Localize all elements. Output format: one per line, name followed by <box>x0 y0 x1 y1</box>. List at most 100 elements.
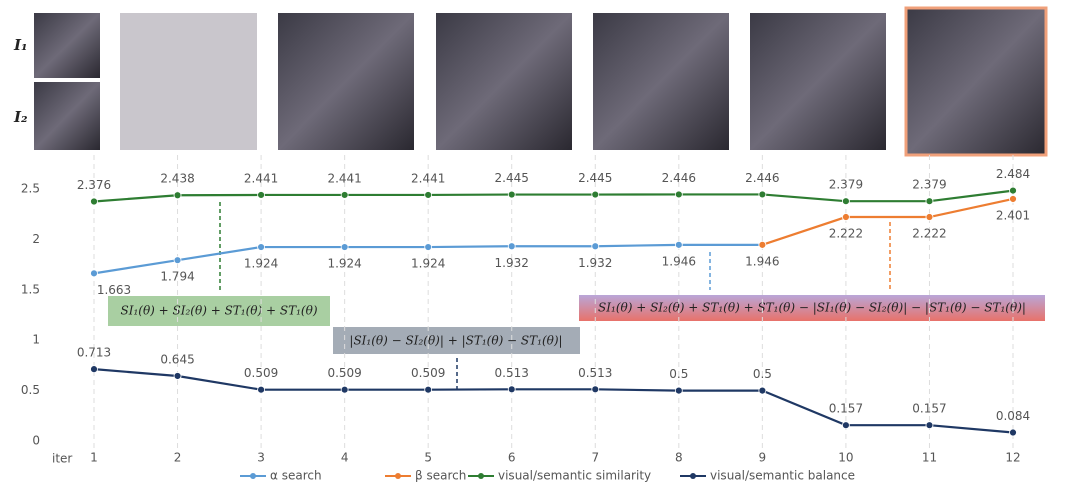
y-tick-label: 0 <box>32 434 40 448</box>
point <box>758 240 767 249</box>
data-label: 1.924 <box>244 257 278 271</box>
point <box>507 242 516 251</box>
image <box>278 13 414 150</box>
point <box>1009 186 1017 195</box>
data-label: 2.222 <box>829 227 863 241</box>
image <box>593 13 729 150</box>
x-tick-label: 11 <box>922 451 937 465</box>
point <box>424 191 433 199</box>
data-label: 2.441 <box>411 171 445 185</box>
point <box>758 190 767 199</box>
data-label: 0.5 <box>669 367 688 381</box>
x-tick-label: 6 <box>508 451 516 465</box>
data-label: 0.157 <box>829 402 863 416</box>
point <box>1009 195 1017 203</box>
x-tick-label: 3 <box>257 451 265 465</box>
data-label: 2.376 <box>77 178 111 192</box>
point <box>90 269 98 278</box>
data-label: 2.401 <box>996 208 1030 222</box>
image-label: I₂ <box>13 108 28 126</box>
data-label: 0.513 <box>578 366 612 380</box>
data-label: 1.946 <box>745 254 779 268</box>
legend-label: α search <box>270 469 322 483</box>
point <box>842 421 850 430</box>
series-line <box>762 197 1014 246</box>
data-label: 1.924 <box>411 257 445 271</box>
data-label: 0.5 <box>753 367 772 381</box>
image <box>120 13 257 150</box>
x-tick-label: 7 <box>591 451 599 465</box>
point <box>257 191 265 199</box>
legend-label: β search <box>415 469 466 483</box>
data-label: 0.084 <box>996 409 1030 423</box>
point <box>1009 428 1017 437</box>
y-tick-label: 1 <box>32 333 40 347</box>
image <box>34 13 100 78</box>
data-label: 0.509 <box>244 366 278 380</box>
data-label: 0.645 <box>160 352 194 366</box>
data-label: 1.946 <box>662 254 696 268</box>
data-label: 1.794 <box>160 270 194 284</box>
annotation: SI₁(θ) + SI₂(θ) + ST₁(θ) + ST₁(θ) <box>120 304 317 318</box>
point <box>674 386 683 395</box>
series-line <box>93 368 1014 434</box>
x-tick-label: 10 <box>838 451 853 465</box>
point <box>90 197 98 206</box>
point <box>173 191 182 200</box>
data-label: 2.446 <box>662 171 696 185</box>
x-tick-label: 8 <box>675 451 683 465</box>
point <box>591 190 600 199</box>
data-label: 2.379 <box>829 178 863 192</box>
point <box>591 242 600 251</box>
point <box>674 240 683 249</box>
point <box>842 213 850 221</box>
point <box>173 372 182 380</box>
data-label: 0.157 <box>912 402 946 416</box>
point <box>257 243 265 251</box>
image <box>436 13 572 150</box>
data-label: 0.713 <box>77 346 111 360</box>
point <box>925 197 934 206</box>
data-label: 2.441 <box>244 171 278 185</box>
legend-label: visual/semantic similarity <box>498 469 651 483</box>
series-line <box>93 189 1014 203</box>
y-tick-label: 2 <box>32 232 40 246</box>
data-label: 2.222 <box>912 227 946 241</box>
point <box>674 190 683 199</box>
legend-marker <box>250 473 256 479</box>
data-label: 0.509 <box>327 366 361 380</box>
data-label: 0.509 <box>411 366 445 380</box>
data-label: 2.484 <box>996 167 1030 181</box>
data-label: 2.446 <box>745 171 779 185</box>
point <box>925 213 934 221</box>
point <box>340 243 349 251</box>
y-tick-label: 0.5 <box>21 383 40 397</box>
image <box>904 6 1048 157</box>
data-label: 2.441 <box>327 171 361 185</box>
annotation: SI₁(θ) + SI₂(θ) + ST₁(θ) + ST₁(θ) − |SI₁… <box>598 301 1026 315</box>
y-tick-label: 1.5 <box>21 282 40 296</box>
point <box>340 191 349 199</box>
annotation-box <box>579 295 1045 321</box>
legend-marker <box>395 473 401 479</box>
point <box>90 365 98 374</box>
x-tick-label: 9 <box>759 451 767 465</box>
point <box>340 385 349 394</box>
point <box>424 243 433 251</box>
x-tick-label: 1 <box>90 451 98 465</box>
data-label: 1.932 <box>495 256 529 270</box>
x-axis-label: iter <box>52 452 72 466</box>
point <box>925 421 934 430</box>
point <box>842 197 850 206</box>
point <box>257 385 265 394</box>
images <box>34 6 1048 157</box>
annotation-box <box>108 296 330 326</box>
point <box>507 190 516 199</box>
arrows <box>219 202 891 390</box>
data-label: 1.924 <box>327 257 361 271</box>
image <box>34 82 100 150</box>
x-tick-label: 12 <box>1005 451 1020 465</box>
x-tick-label: 2 <box>174 451 182 465</box>
legend-label: visual/semantic balance <box>710 469 855 483</box>
